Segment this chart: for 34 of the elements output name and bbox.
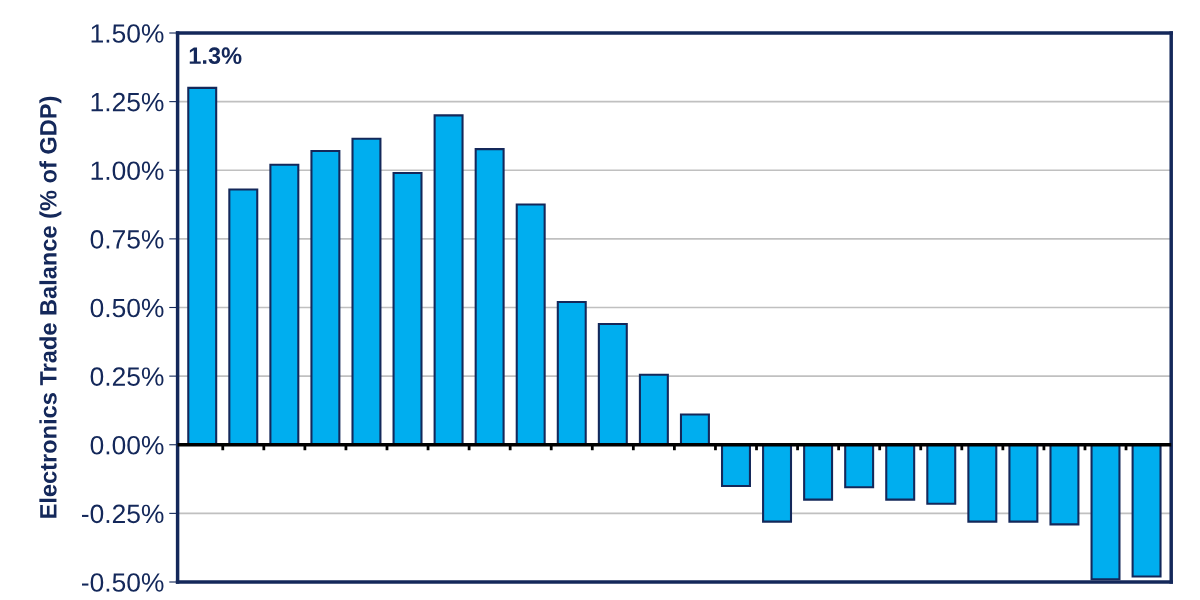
bar [1008,443,1039,523]
bar [926,443,957,505]
bar [392,171,423,446]
bar [844,443,875,489]
bar [269,163,300,446]
y-tick-label: 1.25% [91,92,164,112]
bar [720,443,751,487]
bar [187,86,218,446]
y-tick-label: 0.50% [90,298,164,318]
bar [967,443,998,523]
bar [310,150,341,446]
y-tick-label: -0.50% [81,573,164,592]
bar [638,373,669,446]
bar [515,203,546,446]
bar [1131,443,1162,578]
bar [597,322,628,446]
y-tick-label: 1.50% [91,24,164,43]
y-tick-label: 0.00% [90,435,164,455]
y-tick-label: -0.25% [81,504,164,524]
bar [433,114,464,446]
data-label: 1.3% [189,47,242,65]
bar [474,148,505,446]
y-tick-label: 0.75% [90,230,164,249]
bar [351,137,382,446]
y-axis-title: Electronics Trade Balance (% of GDP) [39,96,62,518]
bar [228,188,259,446]
bar [803,443,834,501]
bar [762,443,793,523]
bar [885,443,916,501]
bar [1049,443,1080,526]
bar [679,413,710,446]
y-tick-label: 1.00% [91,161,164,181]
bar [556,300,587,446]
y-tick-label: 0.25% [90,367,164,386]
